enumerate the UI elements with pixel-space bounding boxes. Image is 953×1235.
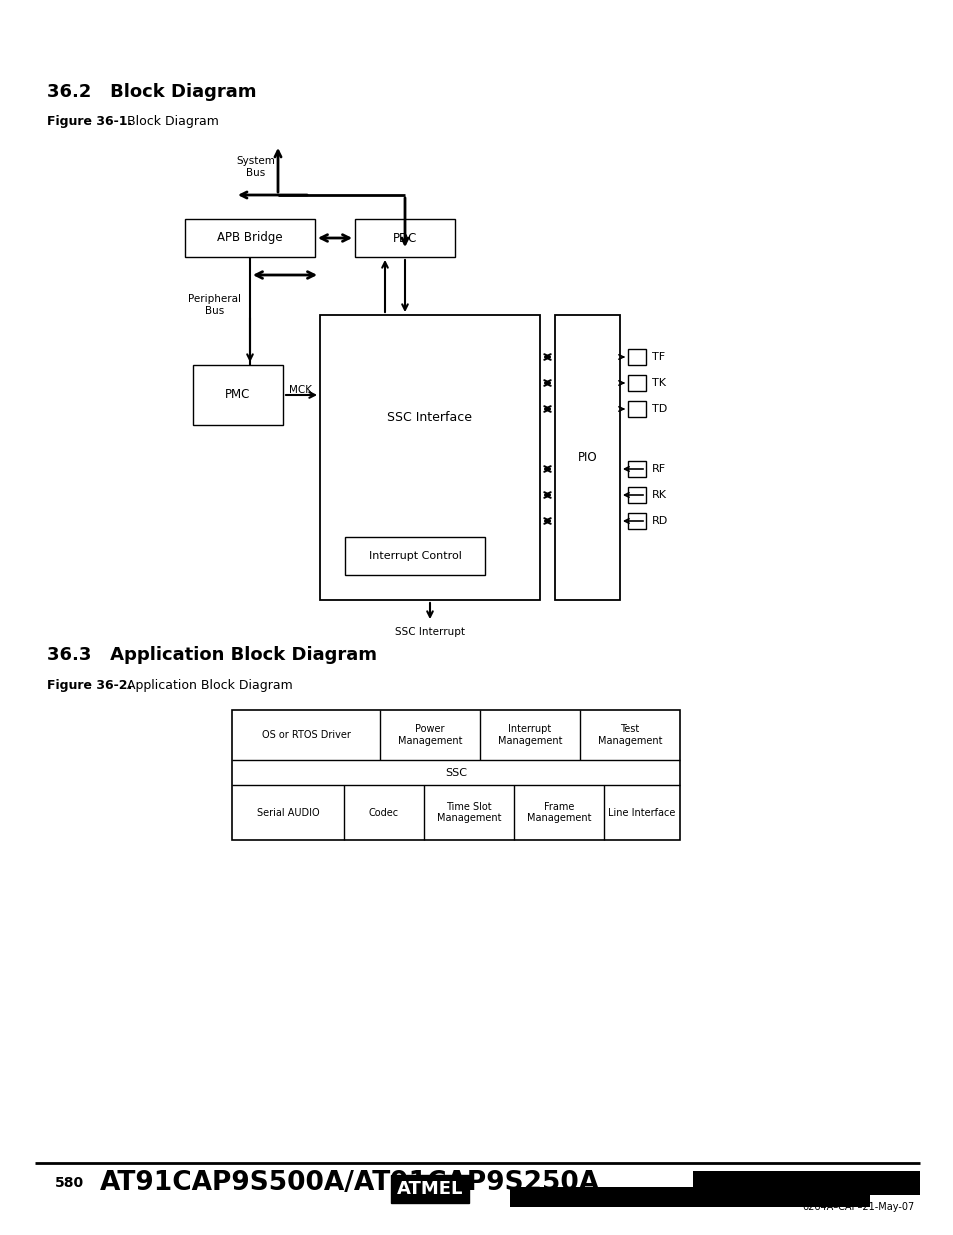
- Text: Test
Management: Test Management: [598, 724, 661, 746]
- Text: Peripheral
Bus: Peripheral Bus: [189, 294, 241, 316]
- Text: PIO: PIO: [578, 451, 597, 464]
- Text: Interrupt
Management: Interrupt Management: [497, 724, 561, 746]
- Text: Line Interface: Line Interface: [608, 808, 675, 818]
- Text: Power
Management: Power Management: [397, 724, 462, 746]
- Bar: [627, 375, 645, 391]
- Bar: [555, 315, 619, 600]
- Text: Interrupt Control: Interrupt Control: [368, 551, 461, 561]
- Bar: [627, 461, 645, 477]
- Text: TK: TK: [651, 378, 665, 388]
- Text: PMC: PMC: [225, 389, 251, 401]
- Text: SSC Interrupt: SSC Interrupt: [395, 627, 464, 637]
- Text: Frame
Management: Frame Management: [526, 802, 591, 824]
- Text: APB Bridge: APB Bridge: [217, 231, 282, 245]
- Text: 36.2   Block Diagram: 36.2 Block Diagram: [47, 83, 256, 101]
- Text: Time Slot
Management: Time Slot Management: [436, 802, 500, 824]
- Text: Figure 36-2.: Figure 36-2.: [47, 678, 132, 692]
- Text: RK: RK: [651, 490, 666, 500]
- Text: SSC: SSC: [444, 767, 467, 778]
- Text: OS or RTOS Driver: OS or RTOS Driver: [261, 730, 350, 740]
- Text: TD: TD: [651, 404, 666, 414]
- Text: Codec: Codec: [369, 808, 398, 818]
- Text: RF: RF: [651, 464, 665, 474]
- Bar: [193, 366, 283, 425]
- Text: Block Diagram: Block Diagram: [115, 116, 218, 128]
- Text: Serial AUDIO: Serial AUDIO: [256, 808, 319, 818]
- Text: 580: 580: [55, 1176, 84, 1191]
- Text: ATMEL: ATMEL: [396, 1179, 463, 1198]
- Bar: [627, 513, 645, 529]
- Text: RD: RD: [651, 516, 667, 526]
- Bar: [232, 710, 679, 840]
- Text: 36.3   Application Block Diagram: 36.3 Application Block Diagram: [47, 646, 376, 664]
- Bar: [627, 401, 645, 417]
- Text: SSC Interface: SSC Interface: [387, 411, 472, 424]
- Text: 6264A–CAP–21-May-07: 6264A–CAP–21-May-07: [801, 1202, 914, 1212]
- Bar: [355, 219, 455, 257]
- Text: TF: TF: [651, 352, 664, 362]
- Bar: [319, 315, 539, 600]
- Bar: [627, 350, 645, 366]
- Text: Figure 36-1.: Figure 36-1.: [47, 116, 132, 128]
- Bar: [345, 537, 484, 576]
- Bar: [627, 487, 645, 503]
- Bar: [510, 1187, 869, 1207]
- Bar: [185, 219, 314, 257]
- Bar: [692, 1171, 919, 1195]
- Text: MCK: MCK: [289, 385, 313, 395]
- Text: System
Bus: System Bus: [236, 156, 275, 178]
- Text: PDC: PDC: [393, 231, 416, 245]
- Text: Application Block Diagram: Application Block Diagram: [115, 678, 293, 692]
- Text: AT91CAP9S500A/AT91CAP9S250A: AT91CAP9S500A/AT91CAP9S250A: [100, 1170, 599, 1195]
